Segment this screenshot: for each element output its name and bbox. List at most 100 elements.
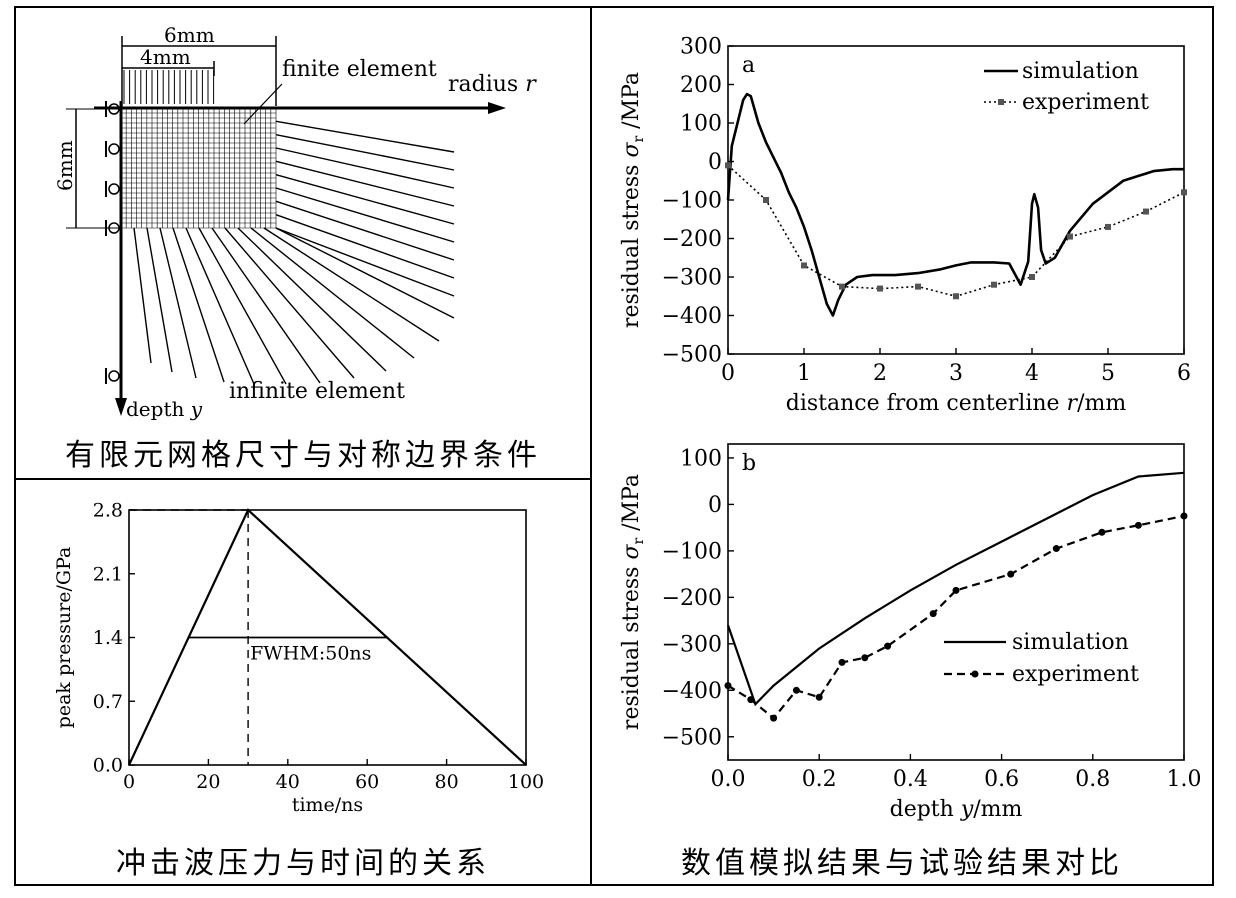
y-tick-label: 1.4 bbox=[93, 627, 123, 649]
x-tick-label: 4 bbox=[1025, 361, 1039, 386]
infinite-element-rays bbox=[133, 120, 455, 385]
depth-label: depth y bbox=[126, 397, 203, 421]
x-axis-label: distance from centerline r/mm bbox=[786, 391, 1127, 416]
plot-frame bbox=[727, 443, 1185, 761]
x-tick-label: 0.2 bbox=[802, 767, 837, 792]
x-tick-label: 80 bbox=[435, 771, 459, 793]
y-axis-label: residual stress σr /MPa bbox=[619, 474, 647, 730]
experiment-point bbox=[725, 162, 731, 169]
experiment-point bbox=[915, 283, 921, 290]
legend-a: simulation experiment bbox=[984, 59, 1149, 115]
y-axis-label: peak pressure/GPa bbox=[53, 547, 75, 729]
experiment-point bbox=[1098, 528, 1106, 536]
y-tick-label: −300 bbox=[662, 633, 722, 658]
x-tick-label: 6 bbox=[1177, 361, 1191, 386]
x-tick-label: 20 bbox=[196, 771, 220, 793]
infinite-ray bbox=[275, 187, 455, 243]
x-tick-label: 2 bbox=[873, 361, 887, 386]
experiment-point bbox=[991, 281, 997, 288]
x-tick-label: 0.8 bbox=[1075, 767, 1110, 792]
mesh-diagram: 6mm 4mm 6mm finite element radius r dept… bbox=[53, 23, 537, 421]
support-roller-icon bbox=[108, 370, 120, 382]
experiment-point bbox=[1134, 521, 1142, 529]
dim-6mm-top: 6mm bbox=[164, 23, 215, 47]
x-axis-label: time/ns bbox=[292, 794, 363, 816]
infinite-element-label: infinite element bbox=[229, 379, 405, 404]
y-tick-label: −100 bbox=[662, 540, 722, 565]
infinite-ray bbox=[198, 227, 287, 385]
support-roller-icon bbox=[108, 103, 120, 115]
x-tick-label: 0.6 bbox=[984, 767, 1019, 792]
experiment-point bbox=[792, 686, 800, 694]
experiment-point bbox=[763, 197, 769, 203]
radius-arrow-icon bbox=[488, 102, 506, 114]
experiment-point bbox=[1052, 545, 1060, 553]
chart-b: 0.0 0.2 0.4 0.6 0.8 1.0 100 0 −100 −200 −300 −400 −5… bbox=[619, 443, 1202, 822]
infinite-ray bbox=[237, 227, 387, 372]
mesh-caption: 有限元网格尺寸与对称边界条件 bbox=[65, 438, 541, 473]
legend-experiment-marker bbox=[998, 99, 1004, 105]
finite-element-label: finite element bbox=[282, 57, 437, 82]
support-roller-icon bbox=[108, 222, 120, 234]
dim-4mm: 4mm bbox=[140, 45, 191, 69]
x-tick-label: 1.0 bbox=[1167, 767, 1202, 792]
infinite-ray bbox=[275, 227, 455, 319]
x-tick-label: 0.4 bbox=[893, 767, 928, 792]
experiment-point bbox=[747, 696, 755, 704]
y-tick-label: −100 bbox=[662, 189, 722, 214]
experiment-point bbox=[877, 285, 883, 292]
infinite-ray bbox=[133, 227, 152, 364]
pressure-caption: 冲击波压力与时间的关系 bbox=[116, 846, 490, 881]
y-tick-label: −500 bbox=[662, 725, 722, 750]
radius-label: radius r bbox=[448, 72, 537, 97]
x-tick-label: 3 bbox=[949, 361, 963, 386]
dim-6mm-side: 6mm bbox=[53, 140, 77, 191]
infinite-ray bbox=[263, 227, 440, 342]
experiment-series-line bbox=[727, 514, 1185, 720]
infinite-ray bbox=[172, 227, 225, 383]
experiment-point bbox=[952, 586, 960, 594]
experiment-point bbox=[839, 283, 845, 290]
panel-label-b: b bbox=[742, 451, 756, 476]
depth-arrow-icon bbox=[115, 398, 127, 416]
pressure-load-arrows bbox=[123, 70, 215, 104]
experiment-point bbox=[815, 693, 823, 701]
experiment-point bbox=[929, 610, 937, 618]
infinite-ray bbox=[275, 173, 455, 225]
experiment-point bbox=[1029, 274, 1035, 280]
infinite-ray bbox=[275, 200, 455, 261]
y-tick-label: 0.7 bbox=[93, 691, 123, 713]
y-tick-label: 100 bbox=[680, 447, 722, 472]
x-tick-label: 0 bbox=[721, 361, 735, 386]
y-tick-label: 200 bbox=[680, 73, 722, 98]
x-tick-label: 60 bbox=[355, 771, 379, 793]
finite-element-grid bbox=[120, 107, 277, 229]
experiment-point bbox=[1007, 570, 1015, 578]
legend-experiment-label: experiment bbox=[1022, 90, 1149, 115]
fwhm-annotation: FWHM:50ns bbox=[250, 643, 371, 665]
y-tick-label: 2.8 bbox=[93, 500, 123, 522]
infinite-ray bbox=[275, 214, 455, 279]
infinite-ray bbox=[185, 227, 255, 385]
panel-label-a: a bbox=[742, 53, 755, 78]
x-tick-label: 0.0 bbox=[711, 767, 746, 792]
y-tick-label: −400 bbox=[662, 679, 722, 704]
simulation-series-line bbox=[726, 92, 1184, 317]
experiment-point bbox=[1181, 189, 1187, 196]
y-tick-label: −200 bbox=[662, 586, 722, 611]
experiment-point bbox=[838, 658, 846, 666]
experiment-point bbox=[1143, 208, 1149, 215]
experiment-point bbox=[801, 262, 807, 269]
infinite-ray bbox=[275, 227, 455, 297]
legend-simulation-label: simulation bbox=[1022, 59, 1139, 84]
legend-b: simulation experiment bbox=[944, 630, 1139, 687]
infinite-ray bbox=[275, 160, 455, 207]
infinite-ray bbox=[275, 147, 455, 189]
pressure-chart: 0 20 40 60 80 100 0.0 0.7 1.4 2.1 2.8 time/ns peak… bbox=[53, 500, 544, 816]
symmetry-supports bbox=[105, 101, 120, 384]
y-tick-label: 300 bbox=[680, 35, 722, 60]
experiment-point bbox=[1067, 233, 1073, 240]
legend-experiment-label: experiment bbox=[1012, 662, 1139, 687]
infinite-ray bbox=[211, 227, 321, 384]
